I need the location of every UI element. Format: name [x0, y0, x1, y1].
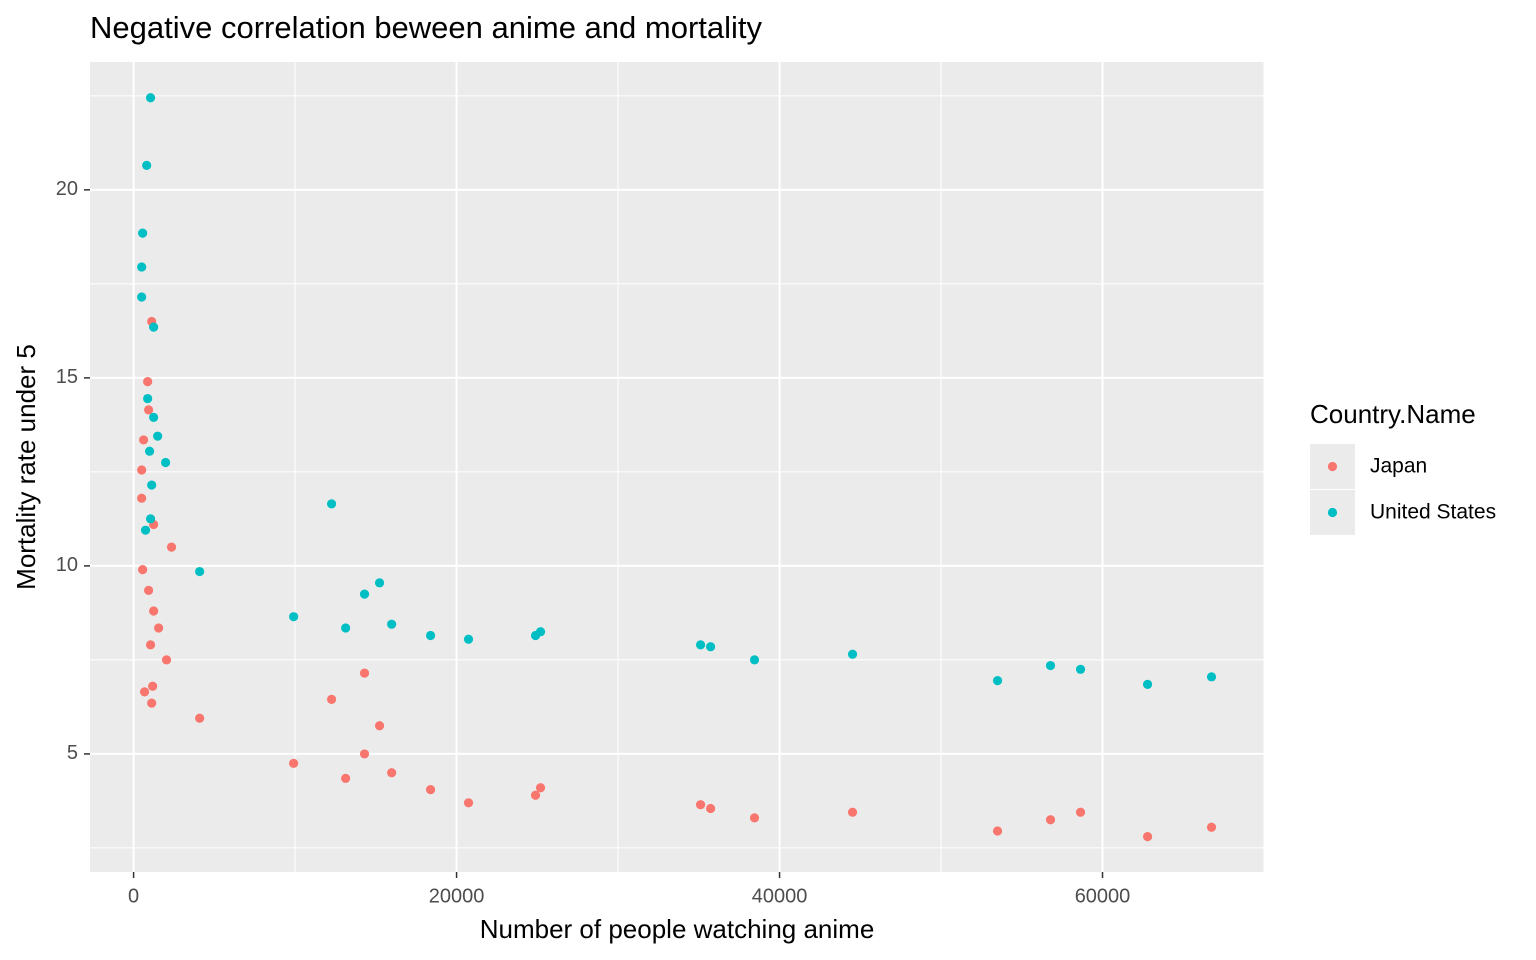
point: [137, 262, 147, 272]
legend-label: Japan: [1370, 455, 1427, 478]
legend-label: United States: [1370, 501, 1496, 524]
point: [749, 655, 760, 665]
point: [749, 813, 760, 823]
point: [463, 798, 474, 808]
point: [145, 514, 156, 524]
y-axis-title: Mortality rate under 5: [11, 344, 41, 590]
point: [387, 768, 397, 778]
point: [1206, 672, 1217, 682]
point: [166, 542, 177, 552]
point: [463, 634, 474, 644]
point: [149, 322, 159, 332]
point: [1045, 815, 1056, 825]
point: [147, 698, 157, 708]
point: [705, 803, 716, 814]
point: [847, 649, 858, 659]
point: [326, 499, 337, 509]
point: [147, 480, 157, 490]
point: [137, 493, 147, 503]
chart-title: Negative correlation beween anime and mo…: [90, 10, 763, 45]
point: [992, 826, 1003, 836]
point: [160, 457, 171, 468]
point: [535, 627, 546, 637]
point: [359, 749, 370, 759]
point: [1206, 822, 1217, 832]
point: [326, 694, 337, 704]
point: [1142, 832, 1153, 842]
point: [341, 773, 351, 783]
point: [137, 465, 147, 475]
y-tick-label: 15: [56, 366, 78, 388]
point: [195, 566, 205, 577]
plot-panel: [90, 62, 1264, 872]
point: [359, 589, 370, 599]
point: [139, 435, 149, 445]
point: [341, 623, 351, 633]
point: [374, 578, 385, 588]
point: [138, 565, 148, 575]
legend-marker: [1327, 507, 1338, 518]
point: [289, 612, 299, 622]
point: [144, 405, 154, 415]
point: [143, 377, 153, 387]
point: [387, 619, 397, 629]
point: [137, 292, 147, 302]
point: [1142, 679, 1153, 689]
x-tick-label: 20000: [429, 885, 485, 907]
point: [145, 640, 156, 650]
y-tick-label: 10: [56, 554, 78, 576]
point: [144, 585, 154, 595]
point: [425, 630, 436, 641]
point: [992, 675, 1003, 686]
point: [144, 446, 155, 456]
point: [695, 640, 706, 650]
point: [143, 393, 153, 404]
point: [359, 668, 370, 678]
point: [153, 431, 163, 441]
point: [154, 623, 164, 633]
point: [1075, 664, 1086, 674]
point: [195, 713, 205, 723]
point: [145, 93, 156, 103]
point: [374, 721, 385, 731]
point: [1075, 807, 1086, 817]
point: [139, 687, 150, 697]
point: [161, 655, 172, 665]
point: [148, 681, 158, 691]
point: [1045, 660, 1056, 671]
point: [695, 800, 706, 810]
legend-marker: [1327, 461, 1338, 472]
point: [847, 807, 858, 817]
x-tick-label: 40000: [752, 885, 808, 907]
point: [149, 412, 159, 422]
point: [289, 758, 299, 768]
point: [138, 228, 148, 238]
x-tick-label: 0: [128, 885, 139, 907]
point: [530, 790, 541, 800]
point: [142, 160, 152, 171]
point: [535, 783, 546, 793]
point: [705, 642, 716, 652]
legend-title: Country.Name: [1310, 399, 1476, 429]
point: [149, 606, 159, 616]
x-tick-label: 60000: [1075, 885, 1131, 907]
x-axis-title: Number of people watching anime: [480, 914, 875, 944]
y-tick-label: 5: [67, 742, 78, 764]
point: [425, 785, 436, 795]
y-tick-label: 20: [56, 178, 78, 200]
point: [140, 525, 151, 535]
